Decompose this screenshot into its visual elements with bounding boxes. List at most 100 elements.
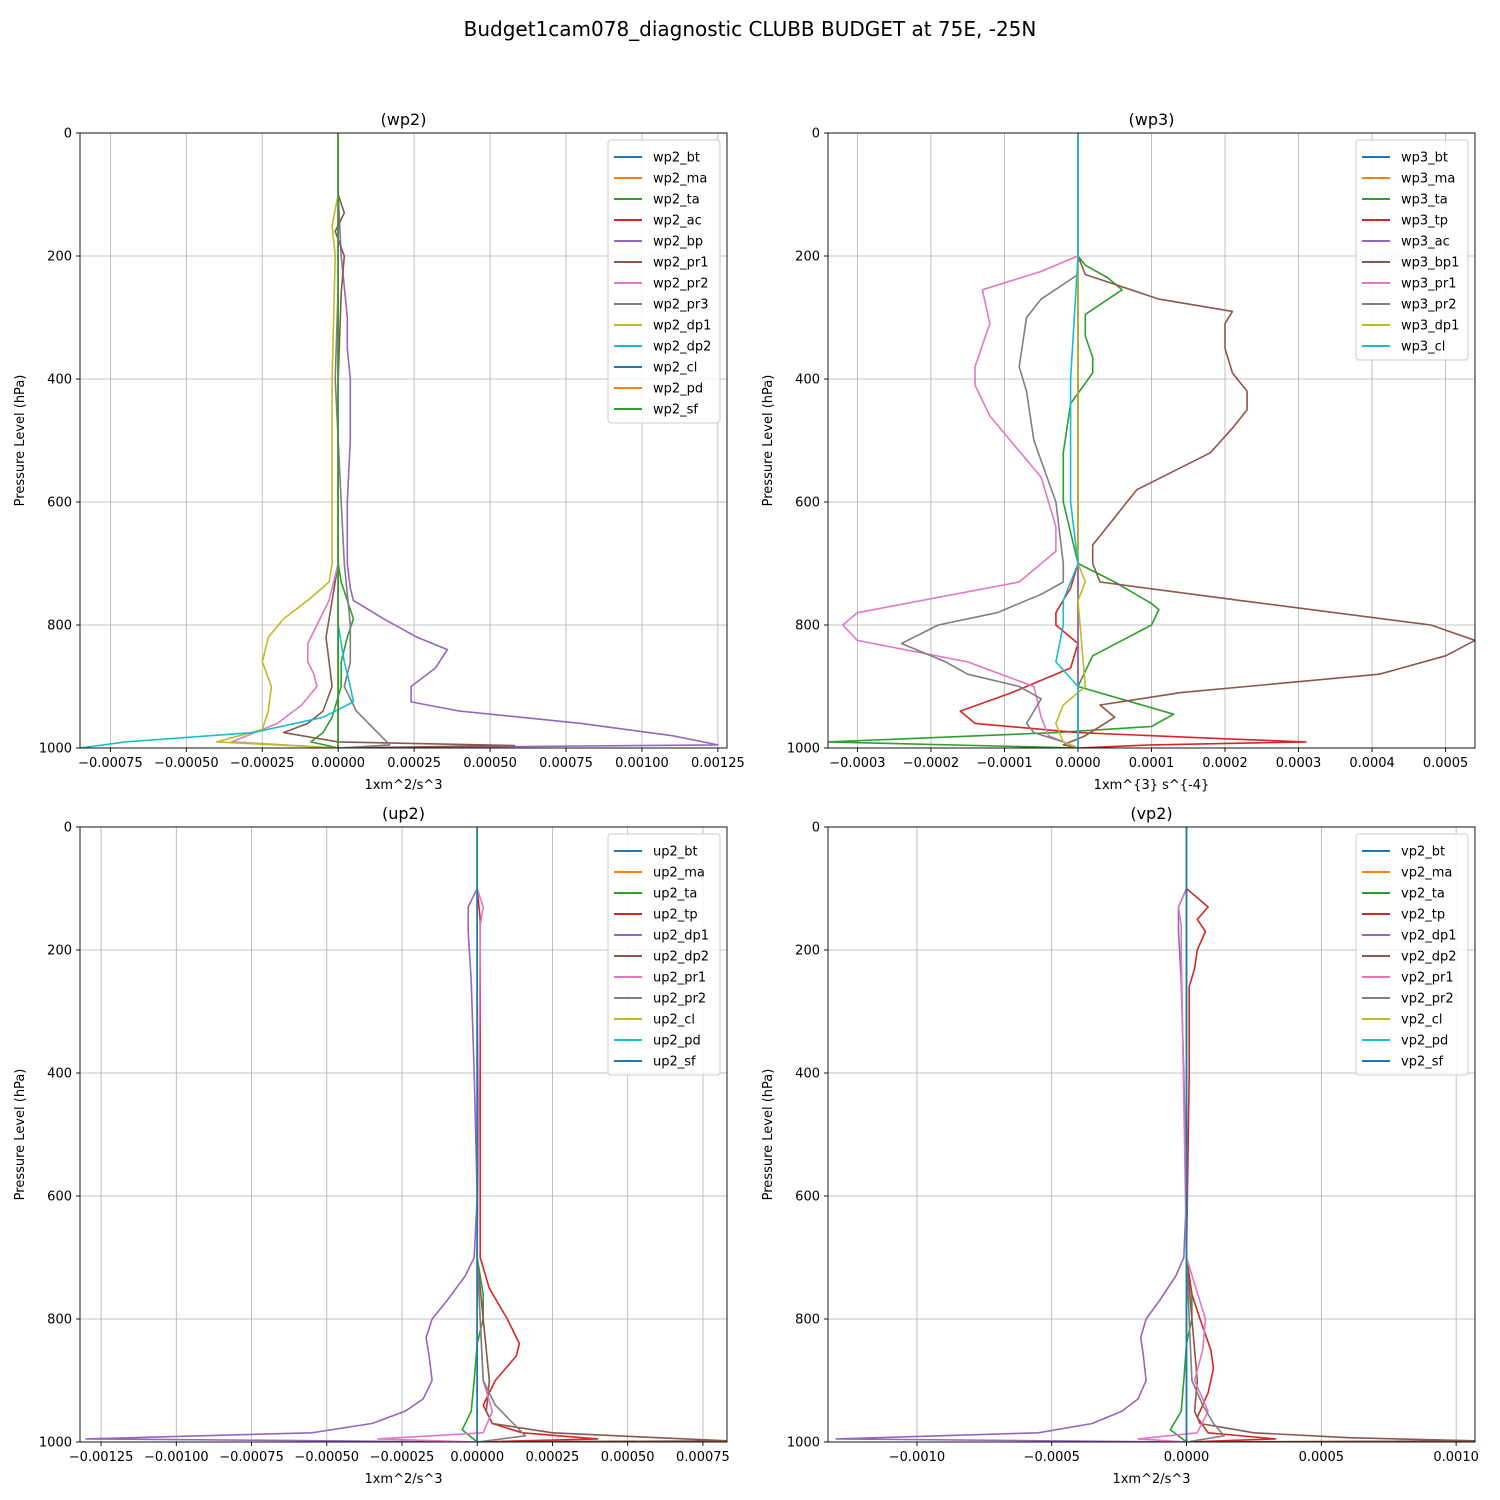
x-tick-label: 0.00050 <box>601 1450 655 1465</box>
legend-label: vp2_tp <box>1401 908 1445 923</box>
legend-label: wp2_ta <box>653 193 700 208</box>
legend: wp2_bt wp2_ma wp2_ta wp2_ac wp2_bp wp2_pr1 wp2… <box>607 139 721 424</box>
legend-label: up2_cl <box>653 1013 695 1028</box>
series-group <box>828 133 1475 748</box>
x-tick-label: 0.00000 <box>450 1450 504 1465</box>
gridlines <box>80 132 727 749</box>
x-tick-label: 0.0002 <box>1202 756 1248 771</box>
x-tick-label: −0.00050 <box>294 1450 359 1465</box>
x-tick-label: −0.00025 <box>370 1450 435 1465</box>
x-tick-label: −0.0005 <box>1024 1450 1080 1465</box>
axes-frame <box>79 826 728 1443</box>
legend-label: vp2_pd <box>1401 1034 1448 1049</box>
y-tick-label: 200 <box>795 944 820 959</box>
legend-label: wp3_cl <box>1401 340 1445 355</box>
legend-label: vp2_dp1 <box>1401 929 1457 944</box>
series-line-up2_dp1 <box>85 888 479 1442</box>
series-line-up2_dp2 <box>476 1257 727 1442</box>
panel-title: (vp2) <box>1130 804 1172 823</box>
x-tick-label: −0.0003 <box>829 756 885 771</box>
legend-label: wp3_ta <box>1401 193 1448 208</box>
series-line-wp2_dp1 <box>215 194 339 748</box>
legend-label: wp2_ma <box>653 172 707 187</box>
y-tick-label: 400 <box>795 1067 820 1082</box>
y-tick-label: 600 <box>47 496 72 511</box>
legend-label: wp3_ac <box>1401 235 1450 250</box>
y-tick-label: 400 <box>47 373 72 388</box>
series-line-wp3_cl <box>1055 133 1079 748</box>
legend-label: wp2_pd <box>653 382 703 397</box>
series-line-wp2_pr3 <box>334 286 391 748</box>
y-tick-label: 1000 <box>787 1436 820 1451</box>
legend-label: wp2_bp <box>653 235 703 250</box>
y-tick-label: 200 <box>47 250 72 265</box>
series-line-wp3_pr2 <box>900 273 1079 748</box>
legend: up2_bt up2_ma up2_ta up2_tp up2_dp1 up2_dp2up… <box>607 833 721 1076</box>
legend-label: wp2_pr3 <box>653 298 709 313</box>
series-line-up2_ta <box>461 1257 485 1442</box>
series-line-vp2_ta <box>1169 1257 1193 1442</box>
x-tick-label: 0.0005 <box>1299 1450 1345 1465</box>
legend-label: vp2_ta <box>1401 887 1445 902</box>
series-line-wp3_ta <box>828 133 1175 748</box>
x-tick-label: 0.00125 <box>691 756 745 771</box>
panel-3: −0.0010 −0.0005 0.0000 0.0005 0.0010 0 200 400 6… <box>761 804 1479 1487</box>
series-line-wp3_pr1 <box>841 255 1079 748</box>
y-tick-label: 1000 <box>39 742 72 757</box>
y-tick-label: 0 <box>64 821 72 836</box>
y-tick-label: 600 <box>795 1190 820 1205</box>
y-tick-label: 0 <box>812 127 820 142</box>
figure-title: Budget1cam078_diagnostic CLUBB BUDGET at… <box>464 17 1037 41</box>
x-tick-label: 0.00075 <box>676 1450 730 1465</box>
legend-label: up2_pd <box>653 1034 701 1049</box>
x-axis-label: 1xm^2/s^3 <box>1112 1472 1190 1487</box>
series-line-wp2_dp2 <box>80 563 355 748</box>
legend-box <box>607 833 721 1076</box>
axes-frame <box>827 826 1476 1443</box>
legend-label: vp2_sf <box>1401 1055 1443 1070</box>
y-tick-label: 1000 <box>787 742 820 757</box>
x-tick-label: 0.0005 <box>1423 756 1469 771</box>
y-tick-label: 800 <box>47 619 72 634</box>
legend-label: vp2_pr1 <box>1401 971 1454 986</box>
legend-label: up2_pr1 <box>653 971 706 986</box>
series-line-wp2_ta <box>310 133 355 748</box>
legend-label: vp2_pr2 <box>1401 992 1454 1007</box>
panel-0: −0.00075 −0.00050 −0.00025 0.00000 0.00025 0.… <box>13 110 745 793</box>
x-tick-label: −0.00125 <box>69 1450 134 1465</box>
y-tick-label: 800 <box>47 1313 72 1328</box>
x-tick-label: −0.00050 <box>154 756 219 771</box>
legend-box <box>1355 833 1469 1076</box>
y-axis-label: Pressure Level (hPa) <box>13 1069 28 1201</box>
x-axis-label: 1xm^{3} s^{-4} <box>1094 778 1210 793</box>
legend-label: up2_pr2 <box>653 992 706 1007</box>
y-axis-label: Pressure Level (hPa) <box>761 1069 776 1201</box>
x-tick-label: 0.00000 <box>311 756 365 771</box>
legend: wp3_bt wp3_ma wp3_ta wp3_tp wp3_ac wp3_bp1 wp3… <box>1355 139 1469 361</box>
x-tick-label: −0.00075 <box>219 1450 284 1465</box>
legend-label: wp3_bp1 <box>1401 256 1459 271</box>
y-tick-label: 800 <box>795 1313 820 1328</box>
y-axis-label: Pressure Level (hPa) <box>13 375 28 507</box>
panel-title: (wp2) <box>381 110 427 129</box>
series-line-vp2_pr2 <box>1185 1257 1226 1442</box>
x-axis-label: 1xm^2/s^3 <box>364 778 442 793</box>
y-tick-label: 800 <box>795 619 820 634</box>
legend-label: wp2_dp2 <box>653 340 711 355</box>
legend-label: wp3_pr2 <box>1401 298 1457 313</box>
x-tick-label: −0.00025 <box>230 756 295 771</box>
legend-label: wp2_pr1 <box>653 256 709 271</box>
legend-label: vp2_bt <box>1401 845 1445 860</box>
x-tick-label: −0.0001 <box>976 756 1032 771</box>
y-tick-label: 0 <box>64 127 72 142</box>
legend-label: wp3_tp <box>1401 214 1448 229</box>
legend-label: wp2_bt <box>653 151 700 166</box>
legend-label: wp3_pr1 <box>1401 277 1457 292</box>
series-line-wp3_bp1 <box>1062 255 1475 748</box>
legend-box <box>607 139 721 424</box>
legend-label: wp2_sf <box>653 403 698 418</box>
y-tick-label: 600 <box>795 496 820 511</box>
series-line-wp3_dp1 <box>1055 194 1087 748</box>
series-line-vp2_pr1 <box>1137 888 1209 1442</box>
series-line-vp2_dp2 <box>1185 1257 1475 1442</box>
